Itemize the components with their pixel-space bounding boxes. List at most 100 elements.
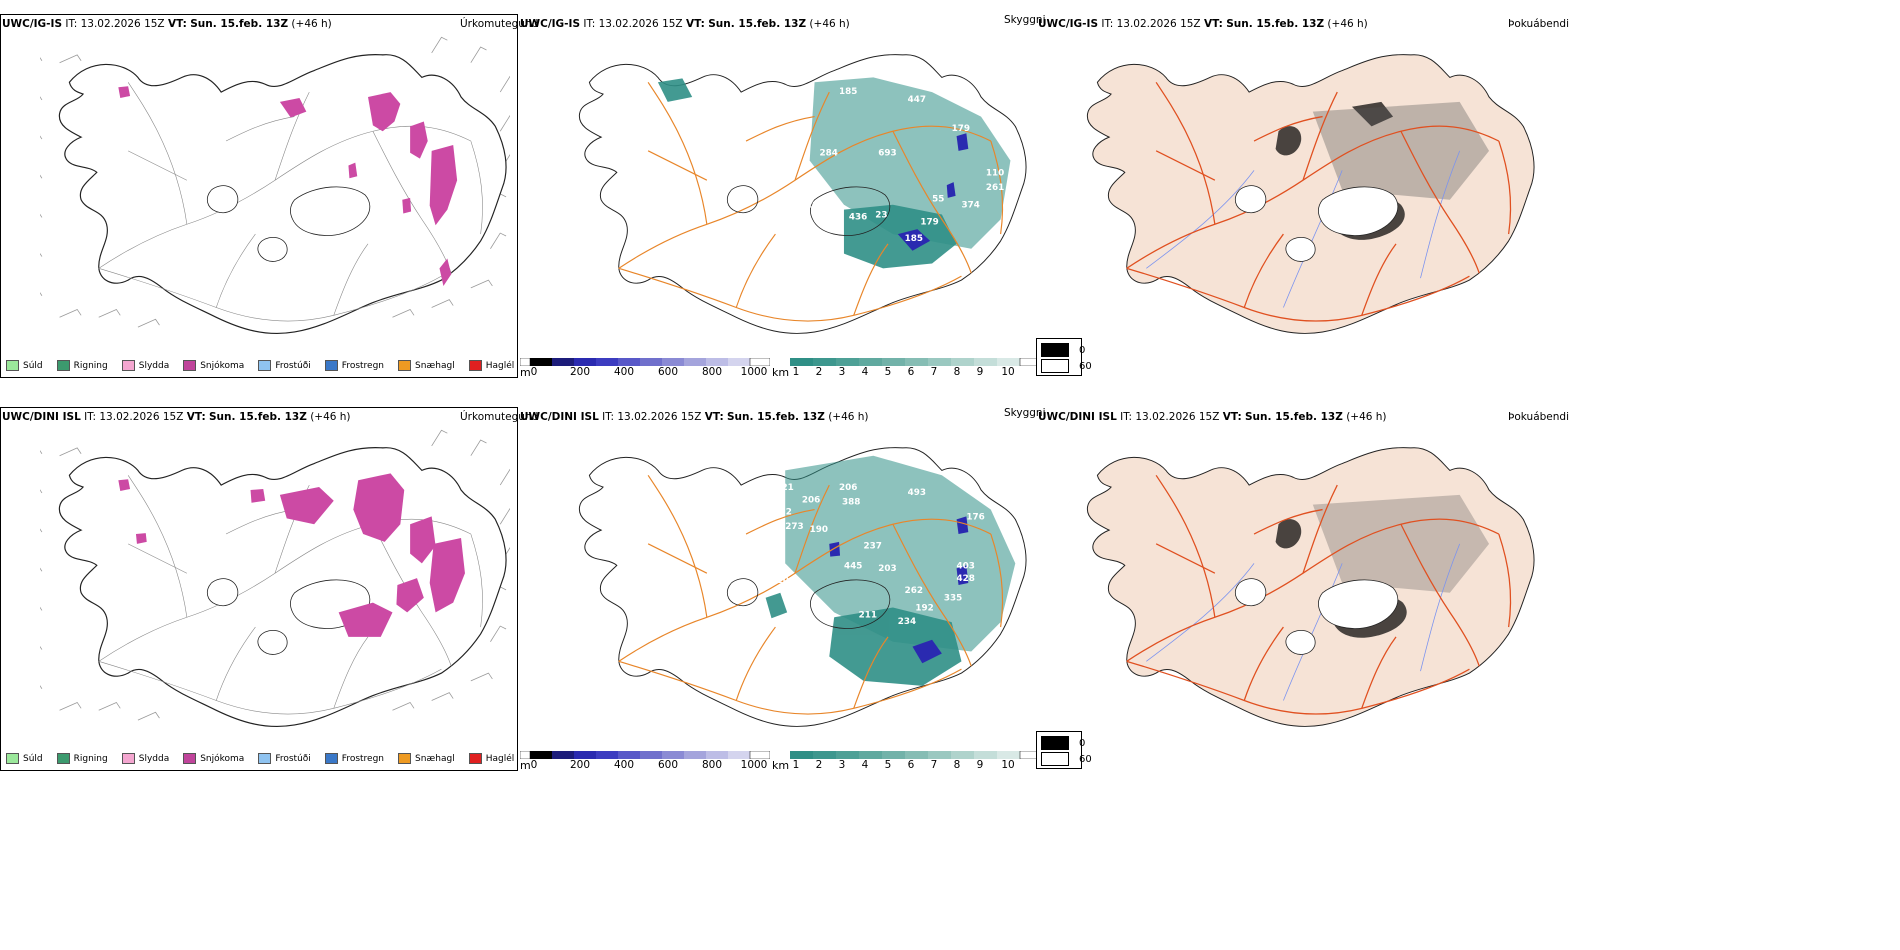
colorbar-m-unit: m — [520, 366, 531, 379]
colorbar-m-tick: 600 — [657, 366, 679, 378]
value-label: 335 — [944, 594, 962, 604]
value-label: 179 — [952, 124, 970, 134]
colorbar-m-bar — [520, 358, 770, 366]
colorbar-km-tick: 2 — [815, 759, 823, 771]
value-label: 185 — [839, 87, 857, 97]
value-label: 190 — [810, 525, 828, 535]
legend-item-frostregn: Frostregn — [324, 753, 384, 764]
legend-item-frostregn: Frostregn — [324, 360, 384, 371]
value-label: 23 — [875, 210, 887, 220]
colorbar-km-tick: 2 — [815, 366, 823, 378]
value-label: 410 — [800, 201, 818, 211]
value-label: 284 — [819, 149, 837, 159]
run-title: UWC/IG-IS IT: 13.02.2026 15Z VT: Sun. 15… — [520, 18, 850, 30]
value-label: 203 — [878, 564, 896, 574]
colorbar-m-tick: 1000 — [740, 759, 768, 771]
legend-item-sudd: Súld — [6, 360, 43, 371]
fog-legend: 0 60 — [1036, 338, 1092, 376]
fog-map — [1086, 54, 1535, 334]
wind-barbs — [40, 429, 510, 721]
value-label: 436 — [849, 212, 867, 222]
value-label: 273 — [785, 522, 803, 532]
run-title: UWC/IG-IS IT: 13.02.2026 15Z VT: Sun. 15… — [1038, 18, 1368, 30]
value-label: 411 — [817, 610, 835, 620]
snow-areas — [118, 86, 458, 286]
value-label: 221 — [775, 483, 793, 493]
fog-map — [1086, 447, 1535, 727]
panel-title-cloud: Skyggni — [1004, 14, 1046, 26]
value-label: 445 — [844, 561, 862, 571]
colorbar-km-bar — [790, 751, 1040, 759]
precip-map — [40, 429, 510, 728]
colorbar-km-tick: 9 — [976, 759, 984, 771]
colorbar-km-unit: km — [772, 366, 790, 379]
legend-item-frostudi: Frostúði — [258, 753, 311, 764]
value-label: 261 — [986, 183, 1004, 193]
precip-frame — [0, 407, 518, 771]
legend-item-rigning: Rigning — [56, 360, 108, 371]
legend-item-slydda: Slydda — [121, 753, 169, 764]
colorbar-m-tick: 1000 — [740, 366, 768, 378]
colorbar-km-tick: 5 — [884, 759, 892, 771]
value-label: 220 — [771, 576, 789, 586]
fog-legend-label: 60 — [1079, 360, 1092, 372]
run-title: UWC/DINI ISL IT: 13.02.2026 15Z VT: Sun.… — [520, 411, 869, 423]
colorbar-km-tick: 10 — [1001, 366, 1015, 378]
colorbar-m-tick: 200 — [569, 759, 591, 771]
colorbar-km-tick: 10 — [1001, 759, 1015, 771]
value-label: 234 — [898, 617, 916, 627]
colorbar-km-tick: 5 — [884, 366, 892, 378]
colorbar-km-tick: 7 — [930, 366, 938, 378]
colorbar-m-tick: 600 — [657, 759, 679, 771]
colorbar-km-tick: 7 — [930, 759, 938, 771]
colorbar-km-tick: 6 — [907, 759, 915, 771]
cloud-map: 493 206 388 176 237 445 203 262 192 234 … — [578, 447, 1027, 727]
legend-item-snjokoma: Snjókoma — [183, 753, 244, 764]
value-label: 185 — [905, 234, 923, 244]
value-label: 176 — [966, 512, 984, 522]
wind-barbs — [40, 36, 510, 328]
value-label: 55 — [932, 195, 944, 205]
legend-item-haglel: Haglél — [468, 753, 514, 764]
value-label: 192 — [915, 603, 933, 613]
colorbar-km-tick: 1 — [792, 366, 800, 378]
value-label: 388 — [842, 498, 860, 508]
colorbar-km-tick: 1 — [792, 759, 800, 771]
value-label: 493 — [908, 488, 926, 498]
value-label: 693 — [878, 149, 896, 159]
colorbar-km-bar — [790, 358, 1040, 366]
legend-item-sudd: Súld — [6, 753, 43, 764]
legend-item-slydda: Slydda — [121, 360, 169, 371]
value-label: 262 — [905, 586, 923, 596]
run-title: UWC/DINI ISL IT: 13.02.2026 15Z VT: Sun.… — [1038, 411, 1387, 423]
fog-legend-label: 60 — [1079, 753, 1092, 765]
value-label: 447 — [908, 95, 926, 105]
legend-item-frostudi: Frostúði — [258, 360, 311, 371]
legend-item-haglel: Haglél — [468, 360, 514, 371]
colorbar-km-tick: 8 — [953, 366, 961, 378]
colorbar-m-tick: 800 — [701, 366, 723, 378]
colorbar-km-tick: 3 — [838, 759, 846, 771]
panel-title-precip: Úrkomutegund — [460, 18, 539, 30]
value-label: 403 — [957, 561, 975, 571]
fog-legend-label: 0 — [1079, 737, 1086, 749]
value-label: 428 — [957, 574, 975, 584]
value-label: 206 — [802, 496, 820, 506]
colorbar-km-unit: km — [772, 759, 790, 772]
value-label: 179 — [920, 217, 938, 227]
value-label: 374 — [961, 201, 979, 211]
cloud-map: 447 185 284 693 179 110 261 436 23 179 1… — [578, 54, 1027, 334]
panel-title-cloud: Skyggni — [1004, 407, 1046, 419]
precip-frame — [0, 14, 518, 378]
fog-legend-label: 0 — [1079, 344, 1086, 356]
colorbar-km-tick: 4 — [861, 366, 869, 378]
colorbar-m-tick: 400 — [613, 366, 635, 378]
colorbar-km-tick: 4 — [861, 759, 869, 771]
value-label: 211 — [859, 610, 877, 620]
fog-legend: 0 60 — [1036, 731, 1092, 769]
panel-title-precip: Úrkomutegund — [460, 411, 539, 423]
legend-item-snaehagl: Snæhagl — [398, 360, 455, 371]
run-title: UWC/IG-IS IT: 13.02.2026 15Z VT: Sun. 15… — [2, 18, 332, 30]
value-label: 237 — [864, 542, 882, 552]
colorbar-m-tick: 200 — [569, 366, 591, 378]
